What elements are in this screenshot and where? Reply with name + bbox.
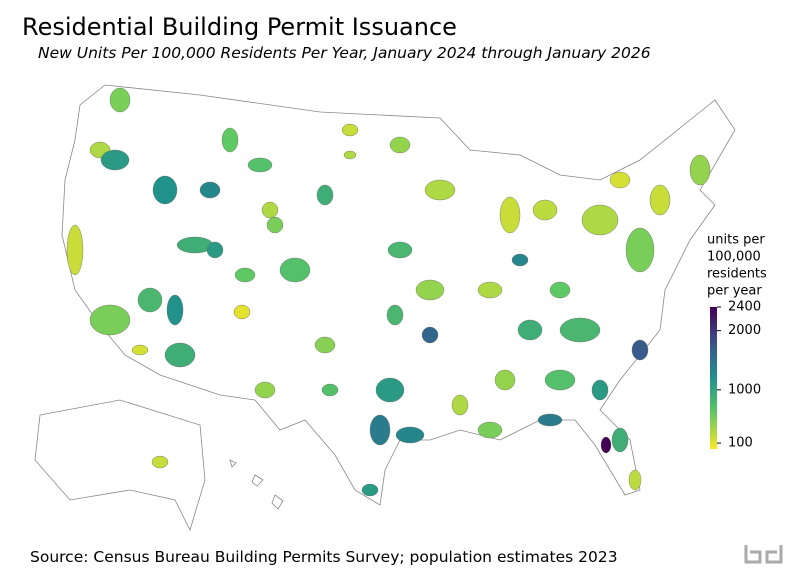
colorbar <box>710 307 717 449</box>
county-area <box>544 369 576 391</box>
county-area <box>581 204 619 236</box>
county-area <box>137 287 163 313</box>
county-area <box>261 201 279 219</box>
county-area <box>559 317 601 343</box>
county-area <box>233 304 251 320</box>
colorbar-tick-label: 2400 <box>728 300 761 315</box>
logo <box>744 545 783 564</box>
county-area <box>494 369 516 391</box>
colorbar-tick-label: 2000 <box>728 323 761 338</box>
logo-d <box>765 545 783 564</box>
colorbar-label-line: residents <box>707 267 767 282</box>
county-area <box>369 414 391 446</box>
county-area <box>611 427 629 453</box>
colorbar-label-line: 100,000 <box>707 250 761 265</box>
county-area <box>316 184 334 206</box>
county-area <box>166 294 184 326</box>
county-area <box>361 483 379 497</box>
county-area <box>649 184 671 216</box>
county-area <box>549 281 571 299</box>
county-area <box>89 304 131 336</box>
county-area <box>266 216 284 234</box>
county-area <box>499 196 521 234</box>
county-layer <box>66 87 711 497</box>
county-area <box>511 253 529 267</box>
county-area <box>537 413 563 427</box>
chart-title: Residential Building Permit Issuance <box>22 13 457 41</box>
us-outline <box>34 84 736 532</box>
county-area <box>247 157 273 173</box>
county-area <box>279 257 311 283</box>
county-area <box>424 179 456 201</box>
county-area <box>631 339 649 361</box>
colorbar-tick-label: 100 <box>728 436 753 451</box>
county-area <box>591 379 609 401</box>
county-area <box>600 436 612 454</box>
county-area <box>451 394 469 416</box>
county-area <box>314 336 336 354</box>
colorbar-label: units per 100,000 residents per year <box>707 233 767 299</box>
county-area <box>477 421 503 439</box>
county-area <box>234 267 256 283</box>
county-area <box>421 326 439 344</box>
county-area <box>389 136 411 154</box>
county-area <box>151 455 169 469</box>
colorbar-tick-label: 1000 <box>728 382 761 397</box>
county-area <box>221 127 239 153</box>
county-area <box>386 304 404 326</box>
county-area <box>609 171 631 189</box>
county-area <box>395 426 425 444</box>
colorbar-label-line: per year <box>707 284 762 299</box>
county-area <box>387 241 413 259</box>
county-area <box>131 344 149 356</box>
county-area <box>199 181 221 199</box>
source-note: Source: Census Bureau Building Permits S… <box>30 548 618 566</box>
county-area <box>625 227 655 273</box>
county-area <box>532 199 558 221</box>
county-area <box>321 383 339 397</box>
county-area <box>164 342 196 368</box>
county-area <box>206 241 224 259</box>
county-area <box>415 279 445 301</box>
county-area <box>254 381 276 399</box>
county-area <box>517 319 543 341</box>
county-area <box>689 154 711 186</box>
alaska <box>34 399 206 532</box>
county-area <box>109 87 131 113</box>
logo-b <box>744 545 762 564</box>
colorbar-label-line: units per <box>707 233 765 248</box>
county-area <box>477 281 503 299</box>
contiguous-us <box>61 84 736 506</box>
county-area <box>66 224 84 276</box>
hawaii <box>229 459 284 510</box>
county-area <box>375 377 405 403</box>
county-area <box>343 150 357 160</box>
county-area <box>628 469 642 491</box>
county-area <box>152 175 178 205</box>
chart-subtitle: New Units Per 100,000 Residents Per Year… <box>38 44 651 62</box>
county-area <box>341 123 359 137</box>
county-area <box>100 149 130 171</box>
